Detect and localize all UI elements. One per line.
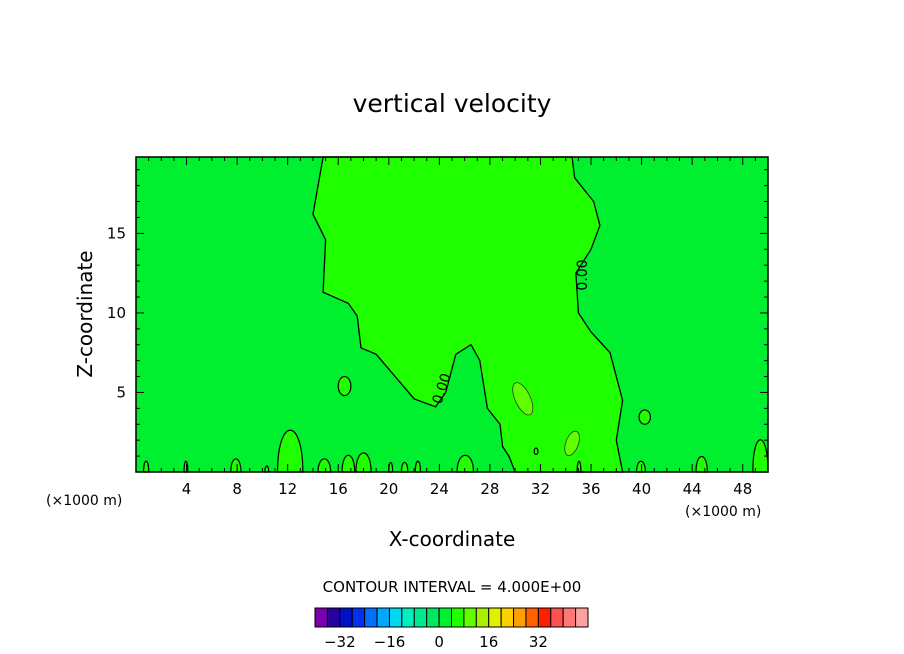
colorbar-swatch-14 [475,607,490,628]
positive-cell-17 [638,409,652,425]
colorbar-tick-label: 16 [479,633,498,651]
positive-cell-8 [264,465,270,473]
positive-cell-18 [576,460,582,473]
x-tick-label-36: 36 [581,480,600,498]
x-tick-label-8: 8 [232,480,242,498]
colorbar-swatch-5 [364,607,378,628]
colorbar-swatch-19 [537,607,552,628]
x-tick-label-28: 28 [480,480,499,498]
positive-cell-10 [400,461,409,473]
y-tick-label-5: 5 [116,383,126,401]
positive-cell-16 [337,375,352,397]
colorbar-swatch-10 [426,607,440,628]
positive-cell-1 [276,429,304,473]
positive-cell-7 [142,460,150,473]
colorbar-tick-label: 32 [529,633,548,651]
x-units-right: (×1000 m) [685,504,761,520]
colorbar-swatch-21 [562,607,577,628]
x-tick-label-44: 44 [683,480,702,498]
x-tick-label-32: 32 [531,480,550,498]
colorbar-swatch-22 [575,607,589,628]
positive-cell-6 [183,460,189,473]
colorbar-tick-label: −16 [374,633,406,651]
positive-cell-19 [533,447,539,456]
colorbar-swatch-8 [401,607,415,628]
colorbar-swatch-12 [451,607,465,628]
colorbar-swatch-17 [513,607,527,628]
colorbar-swatch-18 [525,607,539,628]
colorbar-swatch-9 [413,607,428,628]
positive-cell-13 [635,460,646,473]
x-tick-label-16: 16 [329,480,348,498]
colorbar-swatch-20 [550,607,564,628]
x-tick-label-4: 4 [182,480,192,498]
x-axis-label: X-coordinate [389,527,516,551]
x-tick-label-48: 48 [733,480,752,498]
colorbar-swatch-2 [326,607,341,628]
local-maximum-1 [512,382,534,416]
colorbar-tick-label: −32 [324,633,356,651]
colorbar-swatch-3 [339,607,353,628]
colorbar-swatch-11 [438,607,453,628]
colorbar-swatch-6 [376,607,390,628]
y-tick-label-10: 10 [107,304,126,322]
contour-interval-text: CONTOUR INTERVAL = 4.000E+00 [323,578,582,596]
colorbar-swatch-15 [488,607,502,628]
chart-title: vertical velocity [353,89,552,118]
colorbar-tick-label: 0 [434,633,444,651]
x-tick-label-12: 12 [278,480,297,498]
x-tick-label-20: 20 [379,480,398,498]
colorbar-swatch-7 [388,607,403,628]
positive-cell-9 [388,461,394,473]
positive-cell-11 [414,460,422,473]
y-axis-label: Z-coordinate [73,250,97,377]
colorbar-swatch-1 [314,607,328,628]
x-tick-label-40: 40 [632,480,651,498]
colorbar-swatch-16 [500,607,515,628]
positive-velocity-region [312,156,624,473]
x-tick-label-24: 24 [430,480,449,498]
local-maximum-2 [564,430,580,456]
contour-label-2: 0.00 [575,259,591,290]
colorbar-swatch-13 [463,607,477,628]
colorbar-swatch-4 [351,607,366,628]
y-tick-label-15: 15 [107,224,126,242]
x-units-left: (×1000 m) [46,493,122,509]
colorbar: −32 −16 0 16 32 [314,607,589,651]
